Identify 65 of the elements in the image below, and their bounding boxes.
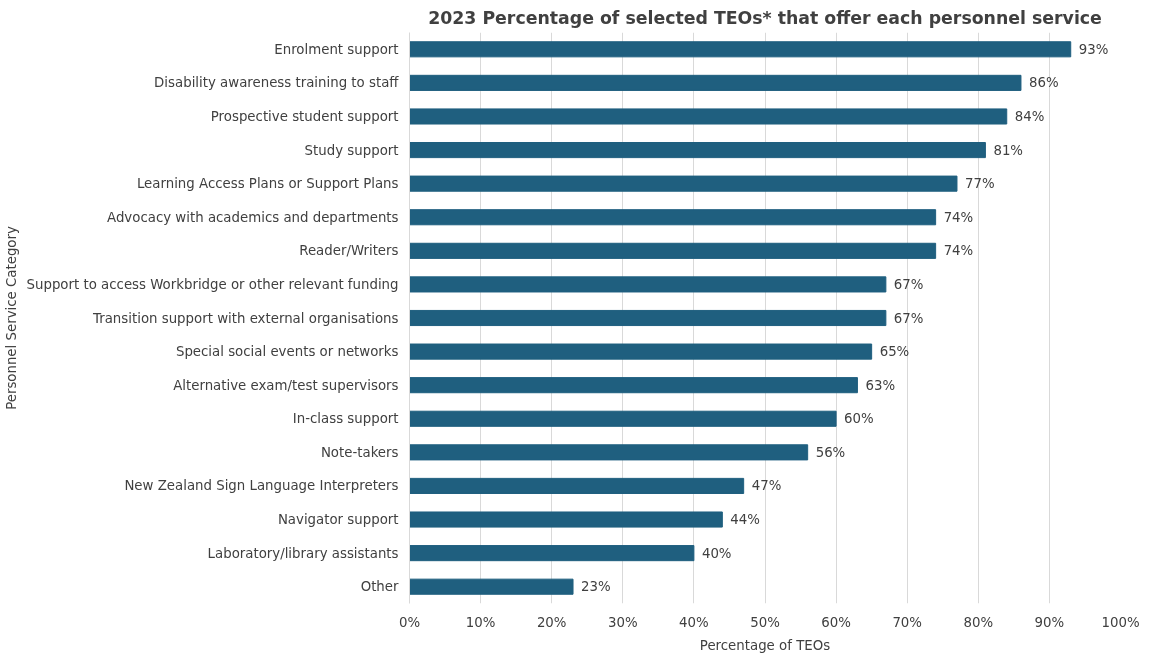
x-tick-label: 50% xyxy=(750,614,780,630)
y-tick-label: Reader/Writers xyxy=(299,243,399,259)
y-tick-label: New Zealand Sign Language Interpreters xyxy=(124,478,399,494)
x-tick-label: 40% xyxy=(679,614,709,630)
y-tick-label: Learning Access Plans or Support Plans xyxy=(136,176,399,192)
x-tick-label: 60% xyxy=(821,614,851,630)
bar xyxy=(409,410,837,427)
y-tick-label: Advocacy with academics and departments xyxy=(107,209,399,225)
y-tick-label: In-class support xyxy=(292,411,399,427)
data-label: 67% xyxy=(893,310,924,326)
y-tick-label: Laboratory/library assistants xyxy=(207,545,399,561)
bar xyxy=(409,276,887,293)
data-label: 74% xyxy=(943,209,974,225)
y-tick-label: Note-takers xyxy=(320,444,399,460)
x-tick-label: 0% xyxy=(398,614,421,630)
x-tick-label: 20% xyxy=(536,614,567,630)
y-tick-label: Special social events or networks xyxy=(175,344,399,360)
data-label: 44% xyxy=(730,512,760,528)
data-label: 74% xyxy=(943,243,974,259)
bar xyxy=(409,108,1008,125)
x-axis-title: Percentage of TEOs xyxy=(699,637,831,653)
bar xyxy=(409,545,695,562)
bar xyxy=(409,343,873,360)
y-tick-label: Enrolment support xyxy=(274,41,399,57)
bar xyxy=(409,142,986,159)
data-label: 65% xyxy=(879,344,910,360)
x-tick-label: 70% xyxy=(892,614,923,630)
y-tick-label: Navigator support xyxy=(277,512,399,528)
bar xyxy=(409,175,958,192)
data-label: 40% xyxy=(701,545,732,561)
bar xyxy=(409,242,937,259)
y-tick-label: Disability awareness training to staff xyxy=(154,75,400,91)
data-label: 63% xyxy=(865,377,896,393)
data-label: 86% xyxy=(1028,75,1059,91)
data-label: 84% xyxy=(1014,108,1045,124)
bar xyxy=(409,209,937,226)
y-tick-label: Prospective student support xyxy=(210,108,399,124)
y-tick-label: Support to access Workbridge or other relevant funding xyxy=(26,276,399,292)
y-tick-label: Study support xyxy=(304,142,399,158)
x-tick-label: 90% xyxy=(1034,614,1065,630)
y-tick-label: Alternative exam/test supervisors xyxy=(173,377,399,393)
data-label: 81% xyxy=(993,142,1024,158)
x-tick-label: 100% xyxy=(1101,614,1140,630)
bar xyxy=(409,41,1072,58)
y-tick-label: Other xyxy=(360,579,400,595)
data-label: 60% xyxy=(844,411,874,427)
data-label: 47% xyxy=(751,478,782,494)
chart-title: 2023 Percentage of selected TEOs* that offer each personnel service xyxy=(428,7,1102,28)
x-tick-label: 10% xyxy=(465,614,496,630)
bar xyxy=(409,74,1022,91)
bar xyxy=(409,511,723,528)
bar xyxy=(409,309,887,327)
data-label: 23% xyxy=(581,579,611,595)
bar xyxy=(409,444,809,461)
x-tick-label: 80% xyxy=(963,614,994,630)
bar xyxy=(409,578,574,595)
data-label: 93% xyxy=(1078,41,1109,57)
y-axis-title: Personnel Service Category xyxy=(3,226,19,410)
x-tick-label: 30% xyxy=(607,614,638,630)
data-label: 67% xyxy=(893,276,924,292)
data-label: 77% xyxy=(964,176,995,192)
bar xyxy=(409,377,858,394)
data-label: 56% xyxy=(815,444,846,460)
y-tick-label: Transition support with external organisations xyxy=(92,310,399,326)
bar xyxy=(409,477,745,494)
